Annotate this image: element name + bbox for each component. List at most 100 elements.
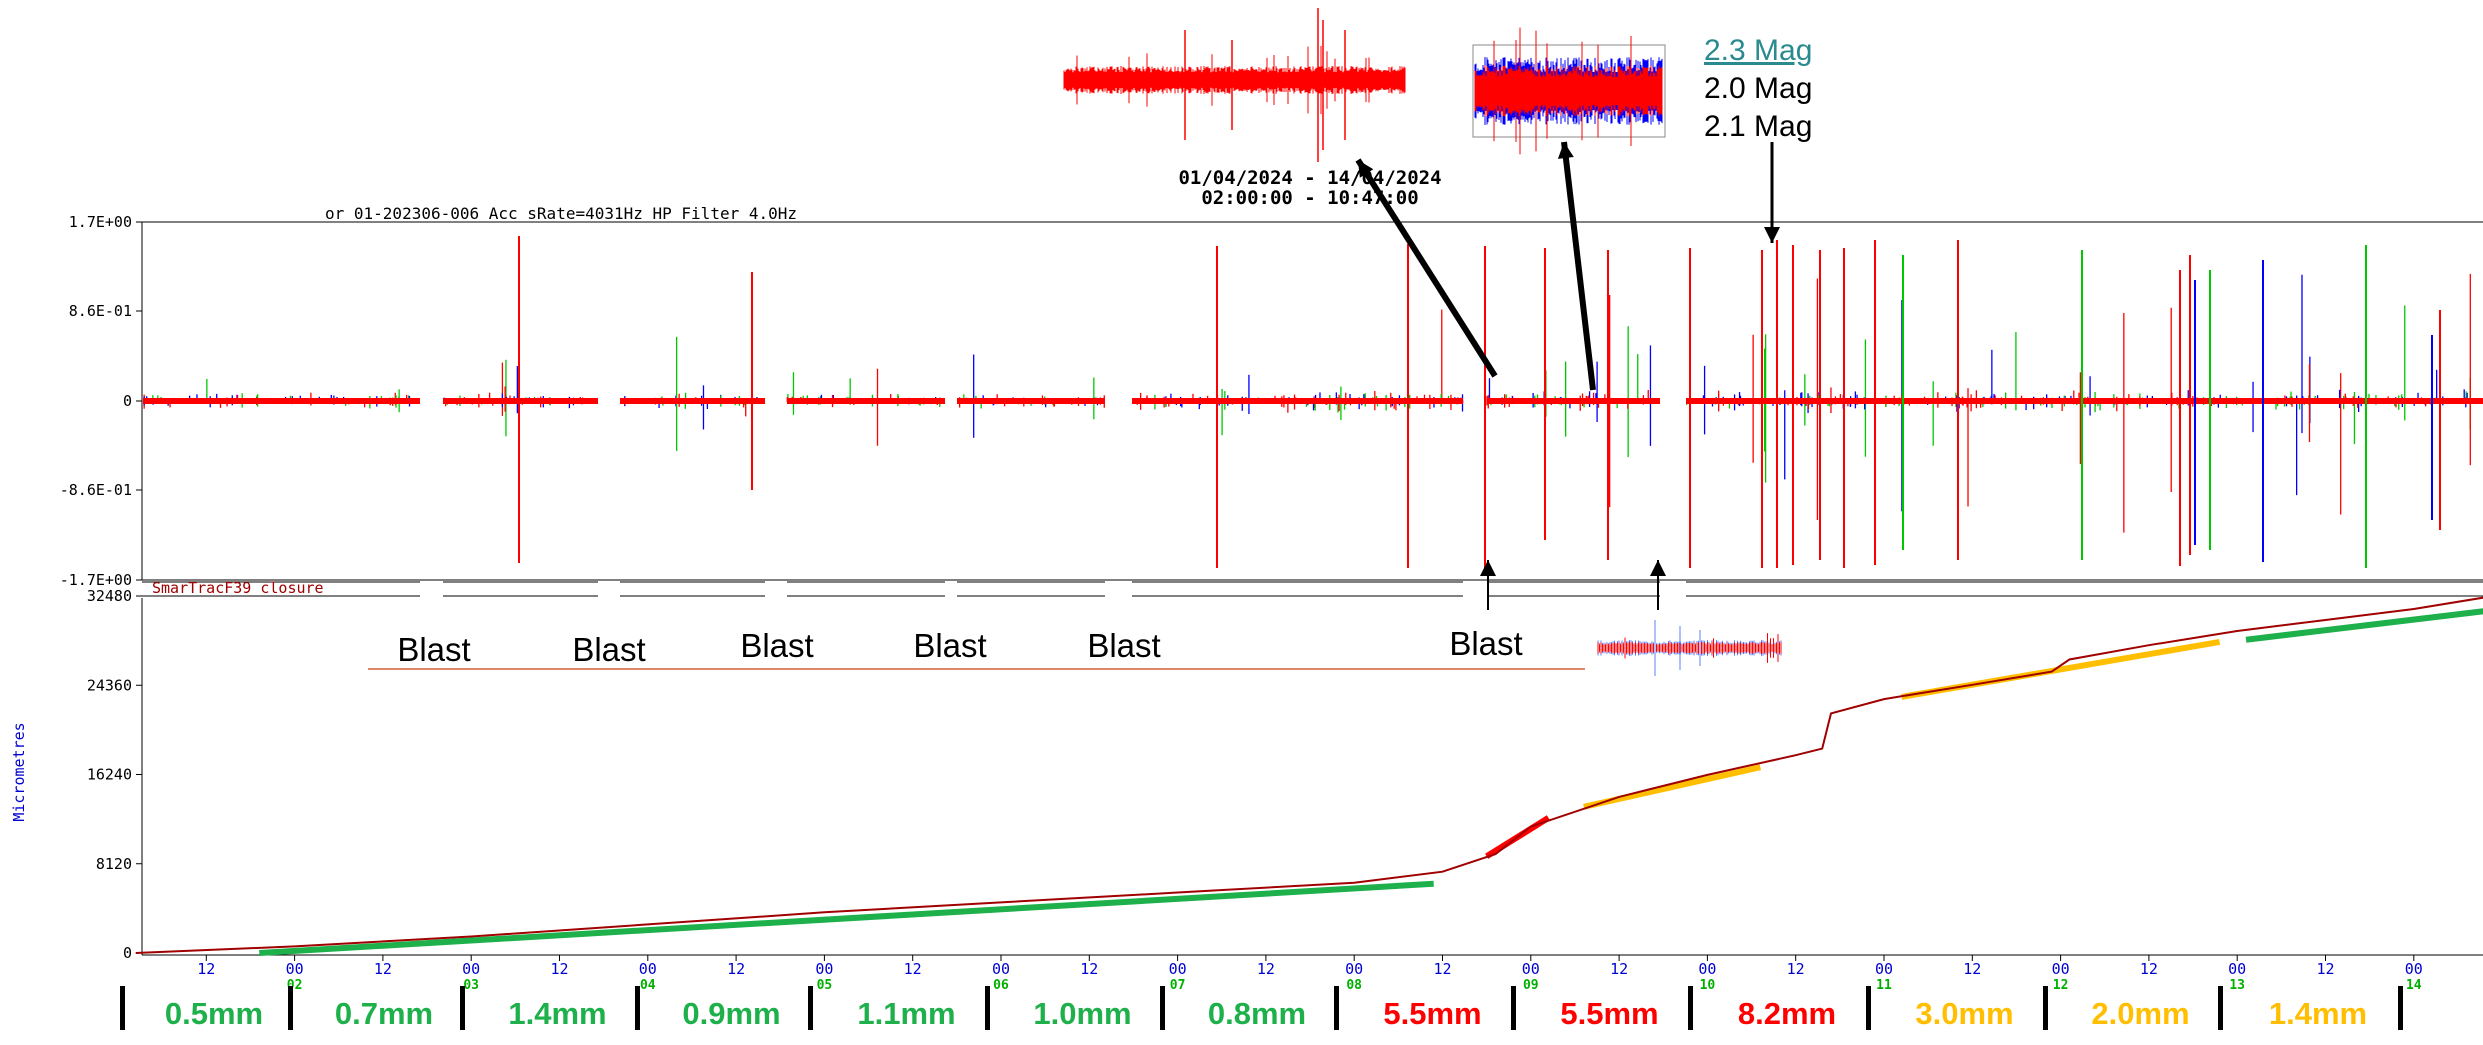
day-separator — [1334, 986, 1339, 1030]
daily-increment-label: 3.0mm — [1915, 996, 2013, 1031]
vib-ytick-label: -1.7E+00 — [60, 571, 132, 589]
daily-increment-label: 1.1mm — [857, 996, 955, 1031]
disp-ytick-label: 0 — [123, 944, 132, 962]
vib-ytick-label: 0 — [123, 392, 132, 410]
vib-ytick-label: -8.6E-01 — [60, 481, 132, 499]
trend-line — [259, 880, 1434, 956]
vibration-trace — [1486, 295, 1660, 508]
day-separator — [985, 986, 990, 1030]
day-separator — [1160, 986, 1165, 1030]
magnitude-label-1[interactable]: 2.3 Mag — [1704, 34, 1812, 67]
blast-label: Blast — [913, 627, 986, 664]
hour-tick-label: 12 — [2316, 960, 2334, 978]
day-separator — [808, 986, 813, 1030]
day-separator — [288, 986, 293, 1030]
hour-tick-label: 12 — [197, 960, 215, 978]
blast-label: Blast — [1087, 627, 1160, 664]
day-separator — [2218, 986, 2223, 1030]
vibration-panel: 1.7E+00 8.6E-01 0 -8.6E-01 -1.7E+00 — [60, 213, 2483, 589]
hour-tick-label: 00 — [815, 960, 833, 978]
day-separator — [460, 986, 465, 1030]
hour-tick-label: 00 — [2228, 960, 2246, 978]
day-tick-label: 09 — [1523, 978, 1539, 993]
day-tick-label: 03 — [463, 978, 479, 993]
hour-tick-label: 12 — [1963, 960, 1981, 978]
day-separator — [635, 986, 640, 1030]
hour-tick-label: 12 — [1257, 960, 1275, 978]
closure-line — [135, 596, 2483, 954]
daily-increment-label: 0.8mm — [1208, 996, 1306, 1031]
day-separator — [1688, 986, 1693, 1030]
closure-strip — [142, 581, 2483, 597]
daily-increment-label: 1.0mm — [1033, 996, 1131, 1031]
daily-increment-label: 0.9mm — [682, 996, 780, 1031]
closure-label: SmarTracF39 closure — [152, 579, 324, 597]
hour-tick-label: 12 — [1787, 960, 1805, 978]
vib-ytick-label: 8.6E-01 — [69, 302, 132, 320]
hour-tick-label: 12 — [1433, 960, 1451, 978]
day-tick-label: 14 — [2406, 978, 2422, 993]
day-tick-label: 04 — [640, 978, 656, 993]
hour-tick-label: 00 — [639, 960, 657, 978]
day-separator — [1511, 986, 1516, 1030]
hour-tick-label: 00 — [2405, 960, 2423, 978]
daily-increment-label: 5.5mm — [1560, 996, 1658, 1031]
disp-ytick-label: 24360 — [87, 676, 132, 694]
hour-tick-label: 00 — [2052, 960, 2070, 978]
hour-tick-label: 12 — [2140, 960, 2158, 978]
vibration-trace — [143, 378, 420, 413]
day-separator — [120, 986, 125, 1030]
day-tick-label: 05 — [817, 978, 833, 993]
waveform-inset-1 — [1063, 8, 1406, 162]
blast-label: Blast — [397, 631, 470, 668]
hour-tick-label: 12 — [904, 960, 922, 978]
waveform-inset-3 — [1597, 620, 1782, 676]
hour-tick-label: 00 — [1698, 960, 1716, 978]
hour-tick-label: 00 — [1875, 960, 1893, 978]
disp-ytick-label: 32480 — [87, 587, 132, 605]
disp-ytick-label: 8120 — [96, 855, 132, 873]
daily-increment-label: 0.5mm — [165, 996, 263, 1031]
hour-tick-label: 00 — [286, 960, 304, 978]
daily-increment-label: 8.2mm — [1738, 996, 1836, 1031]
day-tick-label: 07 — [1170, 978, 1186, 993]
vibration-trace — [1132, 309, 1464, 436]
channel-header: or 01-202306-006 Acc sRate=4031Hz HP Fil… — [325, 204, 797, 223]
y-axis-label: Micrometres — [10, 722, 28, 821]
hour-tick-label: 12 — [1080, 960, 1098, 978]
vibration-trace — [786, 368, 945, 446]
vib-ytick-label: 1.7E+00 — [69, 213, 132, 231]
day-separator — [1866, 986, 1871, 1030]
daily-increment-row: 0.5mm 0.7mm 1.4mm 0.9mm 1.1mm 1.0mm 0.8mm 5.5mm… — [120, 986, 2403, 1031]
day-tick-label: 06 — [993, 978, 1009, 993]
waveform-inset-2 — [1472, 27, 1666, 155]
hour-tick-label: 00 — [462, 960, 480, 978]
vibration-trace — [620, 336, 765, 451]
daily-increment-label: 0.7mm — [335, 996, 433, 1031]
blast-label: Blast — [1449, 625, 1522, 662]
hour-tick-label: 00 — [1522, 960, 1540, 978]
magnitude-label-2: 2.0 Mag — [1704, 72, 1812, 105]
hour-tick-label: 00 — [992, 960, 1010, 978]
day-tick-label: 11 — [1876, 978, 1892, 993]
vibration-trace — [957, 354, 1105, 438]
disp-ytick-label: 16240 — [87, 766, 132, 784]
hour-tick-label: 00 — [1169, 960, 1187, 978]
daily-increment-label: 1.4mm — [508, 996, 606, 1031]
trend-line — [1583, 764, 1762, 810]
daily-increment-label: 2.0mm — [2091, 996, 2189, 1031]
time-range: 02:00:00 - 10:47:00 — [1201, 187, 1418, 209]
hour-tick-label: 12 — [550, 960, 568, 978]
vibration-trace — [1686, 273, 2483, 533]
daily-increment-label: 5.5mm — [1383, 996, 1481, 1031]
day-tick-label: 13 — [2229, 978, 2245, 993]
day-tick-label: 12 — [2053, 978, 2069, 993]
trend-line — [2245, 608, 2483, 643]
vibration-trace — [443, 359, 598, 437]
date-range: 01/04/2024 - 14/04/2024 — [1178, 167, 1441, 189]
magnitude-label-3: 2.1 Mag — [1704, 110, 1812, 143]
daily-increment-label: 1.4mm — [2269, 996, 2367, 1031]
hour-tick-label: 12 — [374, 960, 392, 978]
